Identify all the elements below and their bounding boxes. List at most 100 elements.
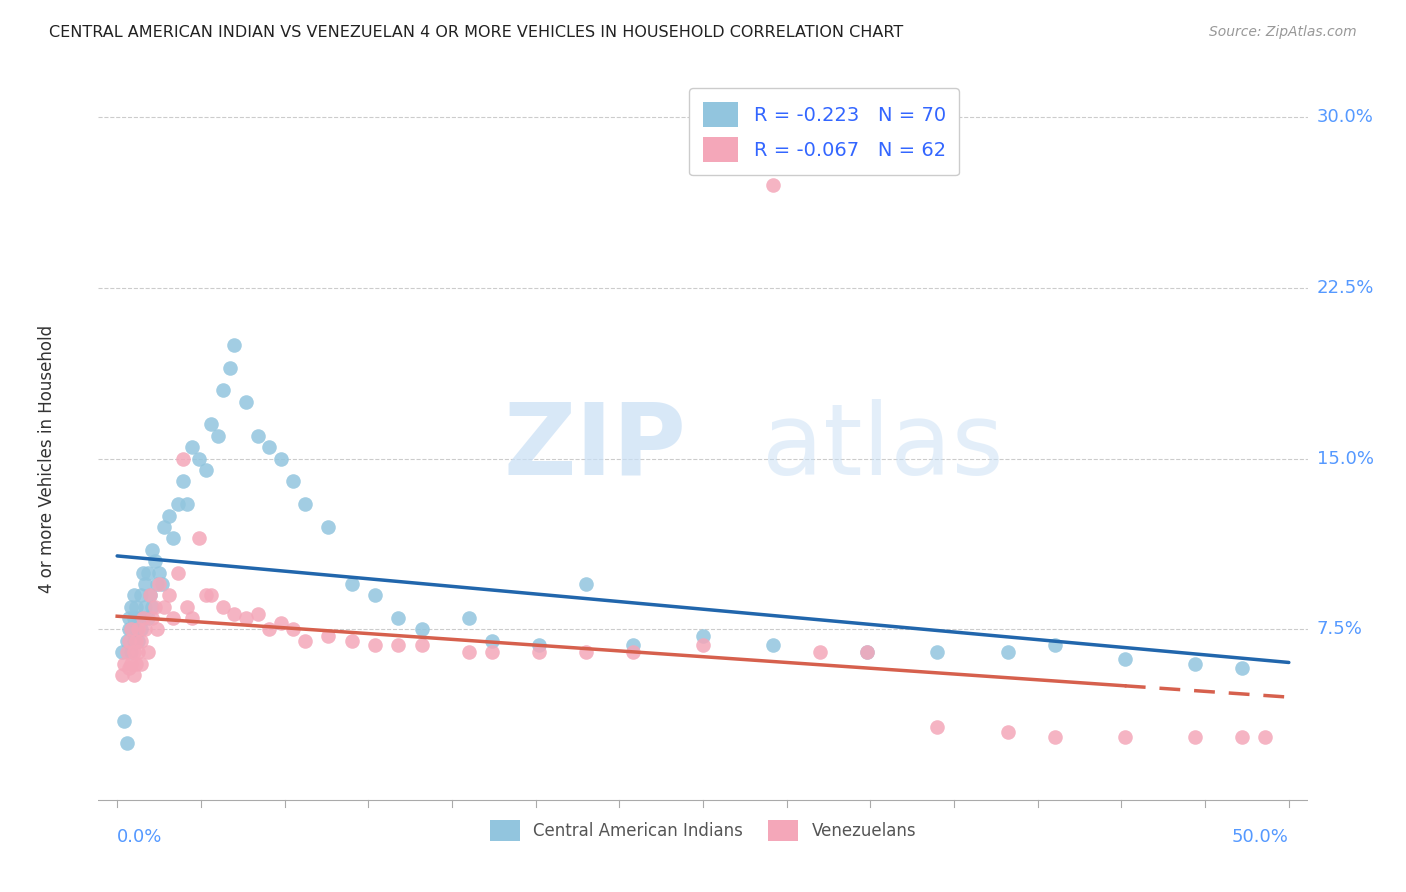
Point: [259, 440, 281, 454]
Point: [134, 599, 156, 614]
Point: [927, 721, 949, 735]
Point: [195, 588, 218, 602]
Point: [127, 645, 149, 659]
Point: [120, 623, 142, 637]
Point: [153, 599, 176, 614]
Point: [132, 611, 155, 625]
Point: [148, 577, 170, 591]
Point: [125, 599, 148, 614]
Point: [927, 645, 949, 659]
Point: [211, 599, 233, 614]
Point: [125, 657, 148, 671]
Point: [136, 566, 159, 580]
Point: [200, 588, 222, 602]
Point: [141, 599, 163, 614]
Point: [527, 639, 550, 653]
Point: [141, 611, 163, 625]
Point: [316, 520, 339, 534]
Point: [224, 607, 246, 621]
Point: [118, 633, 141, 648]
Point: [1043, 639, 1066, 653]
Point: [132, 566, 155, 580]
Point: [364, 588, 387, 602]
Text: 30.0%: 30.0%: [1317, 108, 1374, 126]
Point: [120, 623, 142, 637]
Point: [235, 394, 257, 409]
Point: [122, 633, 145, 648]
Point: [224, 337, 246, 351]
Point: [127, 623, 149, 637]
Point: [1114, 730, 1136, 744]
Point: [122, 611, 145, 625]
Point: [481, 633, 503, 648]
Point: [120, 599, 142, 614]
Point: [188, 532, 211, 546]
Point: [139, 588, 162, 602]
Point: [411, 623, 433, 637]
Point: [136, 645, 159, 659]
Text: ZIP: ZIP: [503, 399, 686, 496]
Text: CENTRAL AMERICAN INDIAN VS VENEZUELAN 4 OR MORE VEHICLES IN HOUSEHOLD CORRELATIO: CENTRAL AMERICAN INDIAN VS VENEZUELAN 4 …: [49, 25, 904, 40]
Text: 4 or more Vehicles in Household: 4 or more Vehicles in Household: [38, 325, 56, 592]
Point: [136, 611, 159, 625]
Point: [281, 623, 304, 637]
Legend: Central American Indians, Venezuelans: Central American Indians, Venezuelans: [484, 814, 922, 847]
Text: 50.0%: 50.0%: [1232, 828, 1289, 846]
Point: [111, 645, 134, 659]
Point: [181, 611, 204, 625]
Point: [1184, 657, 1206, 671]
Point: [157, 588, 180, 602]
Point: [1230, 661, 1253, 675]
Point: [457, 645, 479, 659]
Point: [181, 440, 204, 454]
Point: [132, 611, 155, 625]
Point: [134, 623, 156, 637]
Text: 22.5%: 22.5%: [1317, 279, 1374, 297]
Point: [139, 588, 162, 602]
Point: [112, 714, 135, 728]
Point: [856, 645, 879, 659]
Point: [143, 554, 166, 568]
Point: [129, 657, 152, 671]
Point: [148, 566, 170, 580]
Text: atlas: atlas: [762, 399, 1004, 496]
Point: [146, 577, 169, 591]
Point: [150, 577, 173, 591]
Text: 7.5%: 7.5%: [1317, 621, 1362, 639]
Point: [125, 623, 148, 637]
Point: [340, 577, 363, 591]
Point: [162, 532, 184, 546]
Point: [143, 599, 166, 614]
Point: [127, 611, 149, 625]
Point: [246, 429, 269, 443]
Point: [112, 657, 135, 671]
Point: [246, 607, 269, 621]
Point: [118, 611, 141, 625]
Point: [176, 497, 198, 511]
Point: [387, 611, 409, 625]
Point: [621, 645, 644, 659]
Point: [316, 629, 339, 643]
Point: [167, 497, 190, 511]
Point: [115, 645, 138, 659]
Point: [122, 588, 145, 602]
Point: [692, 629, 714, 643]
Point: [259, 623, 281, 637]
Point: [1043, 730, 1066, 744]
Point: [294, 633, 316, 648]
Text: 0.0%: 0.0%: [117, 828, 163, 846]
Point: [167, 566, 190, 580]
Point: [692, 639, 714, 653]
Point: [364, 639, 387, 653]
Point: [162, 611, 184, 625]
Point: [207, 429, 229, 443]
Point: [195, 463, 218, 477]
Point: [1254, 730, 1277, 744]
Point: [235, 611, 257, 625]
Point: [129, 633, 152, 648]
Point: [1230, 730, 1253, 744]
Point: [153, 520, 176, 534]
Point: [340, 633, 363, 648]
Point: [122, 668, 145, 682]
Point: [856, 645, 879, 659]
